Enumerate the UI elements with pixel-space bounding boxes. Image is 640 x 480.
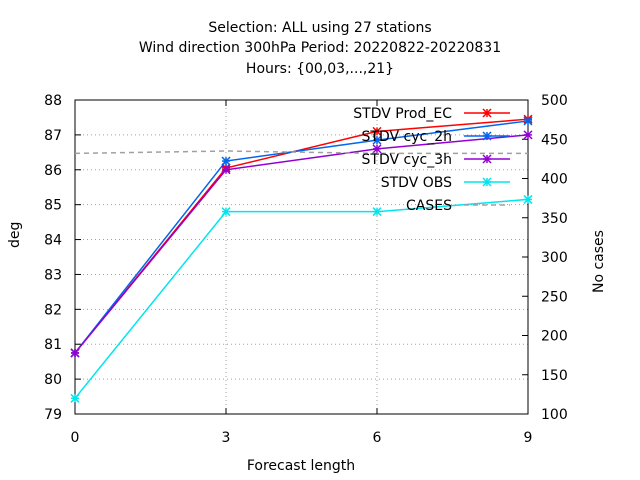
y-tick-label: 80 <box>44 372 62 388</box>
series-point-2 <box>70 348 80 358</box>
series-point-1 <box>523 116 533 126</box>
series-point-2 <box>523 130 533 140</box>
legend-marker-3 <box>482 177 492 187</box>
chart-title-line-1: Selection: ALL using 27 stations <box>208 20 432 36</box>
legend-label-2: STDV cyc_3h <box>362 152 452 168</box>
y-tick-label: 81 <box>44 337 62 353</box>
series-lines <box>70 114 533 403</box>
grid-lines <box>75 100 528 414</box>
x-tick-label: 9 <box>524 430 533 446</box>
y-tick-label: 88 <box>44 93 62 109</box>
series-point-2 <box>221 165 231 175</box>
series-line-4 <box>74 150 528 155</box>
series-point-2 <box>372 144 382 154</box>
legend: STDV Prod_EC STDV cyc_2h STDV cyc_3h STDV O… <box>353 106 510 214</box>
y-axis-label: deg <box>7 221 23 248</box>
y2-tick-label: 450 <box>541 132 568 148</box>
series-point-3 <box>70 393 80 403</box>
y2-tick-label: 500 <box>541 93 568 109</box>
y-tick-label: 83 <box>44 267 62 283</box>
y-tick-label: 85 <box>44 198 62 214</box>
y-tick-label: 84 <box>44 233 62 249</box>
y2-tick-label: 200 <box>541 329 568 345</box>
y-tick-label: 82 <box>44 302 62 318</box>
y2-tick-label: 150 <box>541 368 568 384</box>
x-tick-label: 3 <box>222 430 231 446</box>
y-tick-label: 87 <box>44 128 62 144</box>
series-line-2 <box>74 134 529 354</box>
axis-ticks: 79 80 81 82 83 84 85 86 87 88 100 150 200 250 300 350 40… <box>44 93 568 446</box>
y2-tick-label: 400 <box>541 172 568 188</box>
y2-axis-label: No cases <box>591 230 607 293</box>
chart-title-line-3: Hours: {00,03,...,21} <box>245 61 395 77</box>
legend-label-0: STDV Prod_EC <box>353 106 452 122</box>
y2-tick-label: 300 <box>541 250 568 266</box>
y-tick-label: 79 <box>44 407 62 423</box>
y-tick-label: 86 <box>44 163 62 179</box>
series-line-1 <box>74 120 529 354</box>
legend-label-3: STDV OBS <box>381 175 452 191</box>
series-point-1 <box>372 135 382 145</box>
chart-title-line-2: Wind direction 300hPa Period: 20220822-2… <box>138 40 502 56</box>
y2-tick-label: 350 <box>541 211 568 227</box>
x-tick-label: 6 <box>373 430 382 446</box>
y2-tick-label: 100 <box>541 407 568 423</box>
series-line-3 <box>74 198 529 399</box>
series-point-1 <box>221 156 231 166</box>
legend-marker-1 <box>482 131 492 141</box>
x-axis-label: Forecast length <box>247 458 355 474</box>
legend-label-1: STDV cyc_2h <box>362 129 452 145</box>
series-point-3 <box>221 207 231 217</box>
y2-tick-label: 250 <box>541 289 568 305</box>
series-point-3 <box>523 194 533 204</box>
series-point-3 <box>372 207 382 217</box>
legend-marker-2 <box>482 154 492 164</box>
plot-border <box>74 99 529 415</box>
series-line-0 <box>74 118 529 354</box>
legend-label-4: CASES <box>406 198 452 214</box>
x-tick-label: 0 <box>71 430 80 446</box>
series-point-0 <box>372 126 382 136</box>
legend-marker-0 <box>482 108 492 118</box>
